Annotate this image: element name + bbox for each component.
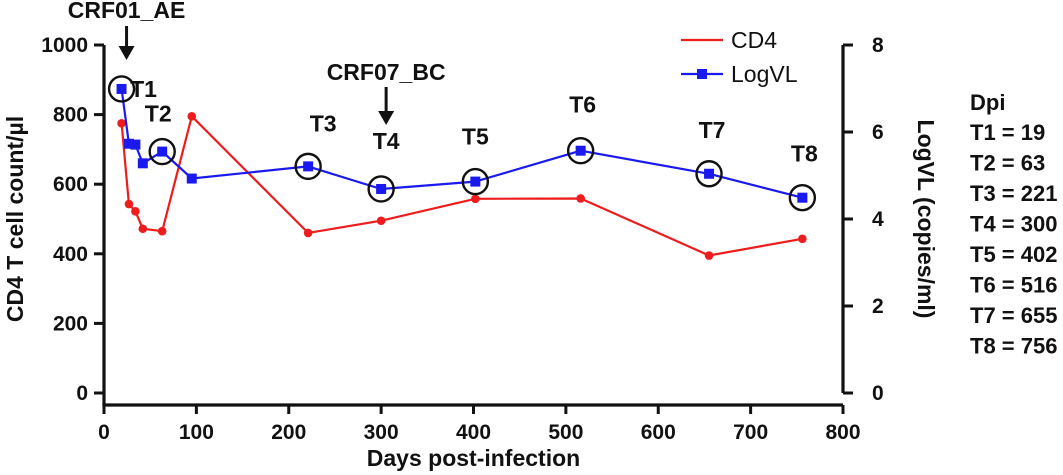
- timepoint-label-t5: T5: [462, 124, 489, 150]
- point-logvl-95: [186, 173, 197, 184]
- point-cd4-95: [187, 112, 197, 121]
- annotation-label-crf01-ae: CRF01_AE: [68, 0, 186, 23]
- legend: CD4 LogVL: [681, 27, 798, 87]
- y-left-axis-title: CD4 T cell count/µl: [2, 116, 28, 322]
- point-cd4-516: [576, 194, 585, 203]
- y-right-axis-title: LogVL (copies/ml): [913, 120, 939, 319]
- dpi-table-row: T2 = 63: [970, 151, 1045, 176]
- point-logvl-655: [704, 168, 715, 179]
- timepoint-circle-t8: [788, 183, 817, 212]
- y-right-tick-label-6: 6: [872, 121, 884, 144]
- dpi-table-row: T3 = 221: [970, 181, 1057, 206]
- point-logvl-221: [303, 161, 314, 172]
- timepoint-circle-t6: [566, 137, 595, 165]
- dpi-table-title: Dpi: [970, 90, 1005, 115]
- point-logvl-300: [376, 183, 387, 194]
- x-tick-label-600: 600: [641, 421, 676, 444]
- point-logvl-63: [157, 146, 168, 157]
- annotations: CRF01_AE CRF07_BC: [68, 0, 446, 125]
- point-cd4-34: [131, 207, 140, 216]
- point-logvl-19: [116, 83, 127, 94]
- y-left-tick-label-800: 800: [53, 104, 88, 127]
- dpi-table-row: T1 = 19: [970, 120, 1045, 145]
- timepoint-label-t7: T7: [699, 117, 726, 143]
- dpi-table: Dpi T1 = 19 T2 = 63 T3 = 221 T4 = 300 T5 = 40…: [970, 90, 1057, 359]
- y-left-tick-label-400: 400: [53, 243, 88, 266]
- x-tick-label-300: 300: [364, 421, 399, 444]
- dpi-table-row: T5 = 402: [970, 242, 1057, 267]
- x-tick-label-400: 400: [456, 421, 491, 444]
- legend-marker-logvl: [697, 69, 707, 79]
- timepoint-label-t8: T8: [791, 141, 818, 167]
- timepoint-circle-t4: [367, 175, 395, 203]
- timepoint-label-t6: T6: [569, 92, 596, 118]
- x-tick-label-700: 700: [733, 421, 768, 444]
- y-right-tick-label-4: 4: [872, 208, 884, 231]
- point-logvl-42: [137, 158, 148, 169]
- dpi-table-row: T6 = 516: [970, 273, 1057, 298]
- timepoint-label-t1: T1: [130, 76, 157, 102]
- x-tick-label-800: 800: [825, 421, 860, 444]
- point-cd4-42: [138, 224, 148, 234]
- annotation-label-crf07-bc: CRF07_BC: [327, 59, 446, 85]
- y-left-tick-label-600: 600: [53, 173, 88, 196]
- point-logvl-34: [130, 139, 141, 150]
- y-right-tick-label-8: 8: [872, 34, 884, 57]
- annotation-arrow-head: [118, 46, 135, 60]
- annotation-arrow-head: [378, 111, 395, 125]
- point-cd4-221: [303, 228, 313, 238]
- timepoint-label-t4: T4: [373, 128, 400, 154]
- x-tick-label-200: 200: [271, 421, 306, 444]
- point-cd4-27: [124, 199, 134, 209]
- point-logvl-756: [797, 192, 808, 203]
- y-right-tick-label-0: 0: [872, 382, 884, 405]
- x-tick-label-0: 0: [98, 421, 110, 444]
- series: [116, 83, 808, 260]
- point-cd4-402: [471, 194, 480, 204]
- point-logvl-402: [470, 176, 481, 187]
- y-left-tick-label-200: 200: [53, 312, 88, 335]
- timepoint-circle-t5: [461, 167, 490, 196]
- y-left-tick-label-1000: 1000: [41, 34, 88, 57]
- point-cd4-655: [704, 251, 714, 260]
- dpi-table-row: T7 = 655: [970, 303, 1057, 328]
- point-cd4-300: [376, 216, 386, 226]
- dpi-table-row: T4 = 300: [970, 212, 1057, 237]
- point-logvl-27: [123, 138, 134, 149]
- timepoint-circle-t3: [294, 152, 322, 181]
- axes: 0 100 200 300 400 500 600 700 800 0 200 400 600 800 10…: [2, 34, 939, 471]
- point-cd4-756: [798, 234, 807, 244]
- timepoint-label-t2: T2: [145, 101, 172, 127]
- timepoint-label-t3: T3: [310, 110, 337, 136]
- timepoint-circle-t2: [148, 137, 176, 166]
- x-tick-label-500: 500: [548, 421, 583, 444]
- y-right-tick-label-2: 2: [872, 295, 884, 318]
- legend-label-logvl: LogVL: [731, 61, 798, 87]
- point-cd4-63: [157, 226, 167, 236]
- x-axis-title: Days post-infection: [367, 445, 580, 471]
- point-cd4-19: [117, 119, 126, 128]
- point-logvl-516: [575, 145, 586, 156]
- x-tick-label-100: 100: [179, 421, 214, 444]
- timepoint-circle-t7: [695, 160, 723, 188]
- legend-label-cd4: CD4: [731, 27, 777, 53]
- timepoint-circle-t1: [107, 75, 136, 103]
- dpi-table-row: T8 = 756: [970, 334, 1057, 359]
- y-left-tick-label-0: 0: [76, 382, 88, 405]
